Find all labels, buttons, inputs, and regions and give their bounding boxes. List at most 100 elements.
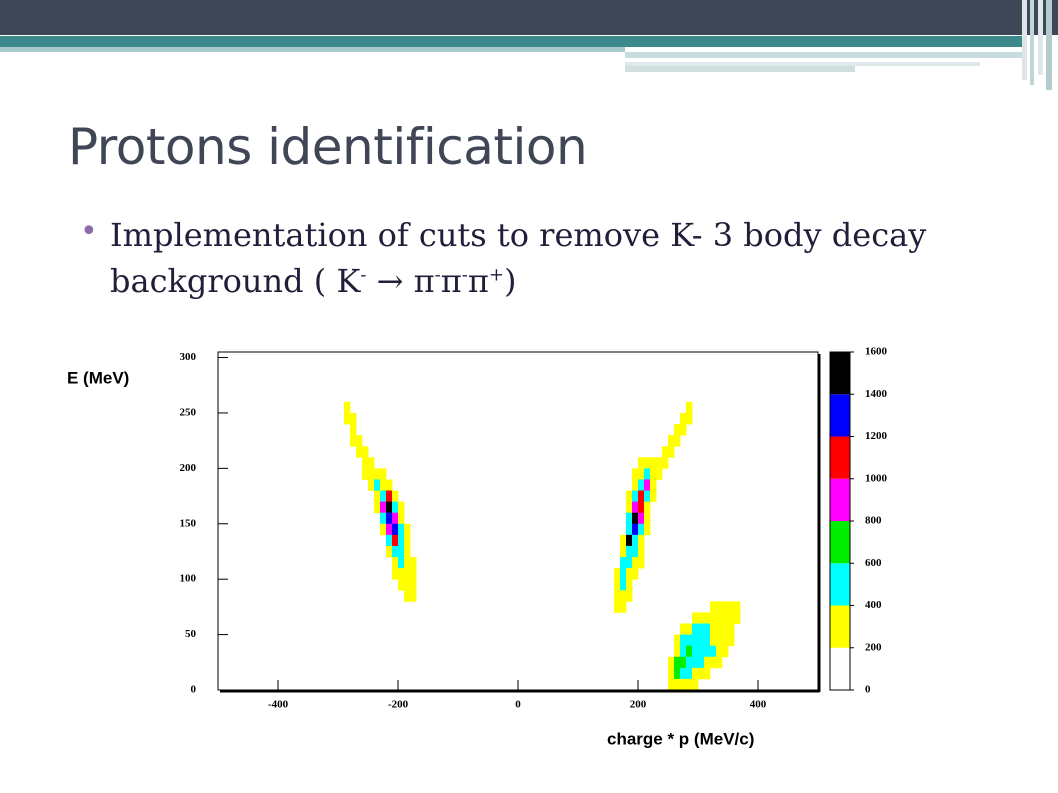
colorbar-band — [830, 394, 850, 437]
heatmap-cell — [692, 623, 699, 635]
heatmap-cell — [620, 590, 627, 602]
heatmap-cell — [632, 501, 639, 514]
heatmap-cell — [662, 457, 669, 469]
heatmap-cell — [674, 678, 681, 691]
heatmap-cell — [398, 557, 405, 569]
y-tick-label: 50 — [185, 628, 197, 640]
heatmap-cell — [680, 623, 687, 635]
heatmap-cell — [620, 601, 627, 613]
heatmap-cell — [380, 523, 387, 536]
heatmap-cell — [398, 501, 405, 514]
heatmap-cell — [380, 479, 387, 491]
heatmap-cell — [710, 645, 717, 658]
y-tick-label: 150 — [180, 517, 197, 529]
heatmap-cell — [626, 534, 633, 547]
x-tick-label: -200 — [388, 699, 409, 711]
superscript: - — [360, 264, 367, 286]
heatmap-cell — [686, 645, 693, 658]
heatmap-cell — [620, 568, 627, 580]
bullet-marker: • — [80, 214, 98, 249]
heatmap-cell — [680, 645, 687, 658]
heatmap-cell — [626, 523, 633, 536]
heatmap-cell — [644, 512, 651, 525]
bullet-run: → π — [366, 262, 435, 300]
heatmap-cell — [380, 468, 387, 480]
heatmap-cell — [392, 568, 399, 580]
colorbar-band — [830, 436, 850, 479]
heatmap-cell — [686, 678, 693, 691]
heatmap-cell — [410, 590, 417, 602]
colorbar-band — [830, 647, 850, 690]
heatmap-cell — [404, 579, 411, 591]
heatmap-cell — [668, 656, 675, 669]
heatmap-cell — [638, 468, 645, 480]
heatmap-cell — [698, 634, 705, 647]
heatmap-cell — [728, 601, 735, 613]
heatmap-cell — [698, 645, 705, 658]
heatmap-cell — [668, 446, 675, 458]
heatmap-cell — [632, 545, 639, 558]
y-tick-label: 250 — [180, 406, 197, 418]
heatmap-cell — [644, 468, 651, 480]
superscript: - — [434, 264, 441, 286]
heatmap-cell — [392, 501, 399, 514]
heatmap-cell — [710, 612, 717, 624]
heatmap-cell — [692, 667, 699, 680]
heatmap-cell — [404, 568, 411, 580]
heatmap-cell — [680, 667, 687, 680]
heatmap-cell — [614, 590, 621, 602]
heatmap-cell — [626, 590, 633, 602]
heatmap-cell — [614, 568, 621, 580]
heatmap-cell — [626, 545, 633, 558]
heatmap-cell — [404, 534, 411, 547]
heatmap-cell — [620, 545, 627, 558]
heatmap-cell — [356, 435, 363, 447]
heatmap-cell — [680, 412, 687, 425]
heatmap-cell — [614, 601, 621, 613]
heatmap-cell — [674, 667, 681, 680]
heatmap-cell — [392, 557, 399, 569]
heatmap-cell — [386, 501, 393, 514]
colorbar-band — [830, 605, 850, 648]
y-tick-label: 200 — [180, 462, 197, 474]
heatmap-cell — [716, 612, 723, 624]
heatmap-cell — [398, 512, 405, 525]
slide-title: Protons identification — [68, 118, 588, 176]
bullet-run: π — [467, 262, 489, 300]
heatmap-cell — [620, 557, 627, 569]
heatmap-cell — [626, 557, 633, 569]
heatmap-cell — [398, 568, 405, 580]
heatmap-cell — [392, 545, 399, 558]
x-axis-label: charge * p (MeV/c) — [607, 729, 754, 748]
heatmap-cell — [620, 579, 627, 591]
heatmap-cell — [644, 501, 651, 514]
heatmap-cell — [626, 579, 633, 591]
heatmap-cell — [722, 623, 729, 635]
heatmap-cell — [350, 412, 357, 425]
heatmap-cell — [722, 612, 729, 624]
heatmap-cell — [644, 457, 651, 469]
heatmap-cell — [710, 656, 717, 669]
heatmap-cell — [386, 490, 393, 503]
heatmap-cell — [392, 512, 399, 525]
heatmap-cell — [638, 557, 645, 569]
heatmap-cell — [728, 623, 735, 635]
heatmap-cell — [620, 534, 627, 547]
heatmap-cell — [716, 656, 723, 669]
heatmap-cell — [632, 568, 639, 580]
heatmap-cell — [644, 479, 651, 491]
heatmap-cell — [644, 523, 651, 536]
heatmap-cell — [638, 457, 645, 469]
header-decoration — [0, 0, 1058, 90]
superscript: - — [461, 264, 468, 286]
heatmap-cell — [344, 412, 351, 425]
heatmap-cell — [686, 667, 693, 680]
colorbar-tick-label: 1200 — [865, 430, 888, 442]
heatmap-cell — [716, 623, 723, 635]
heatmap-cell — [662, 446, 669, 458]
heatmap-cell — [392, 523, 399, 536]
heatmap-cell — [374, 468, 381, 480]
heatmap-cell — [650, 479, 657, 491]
colorbar-tick-label: 400 — [865, 599, 882, 611]
